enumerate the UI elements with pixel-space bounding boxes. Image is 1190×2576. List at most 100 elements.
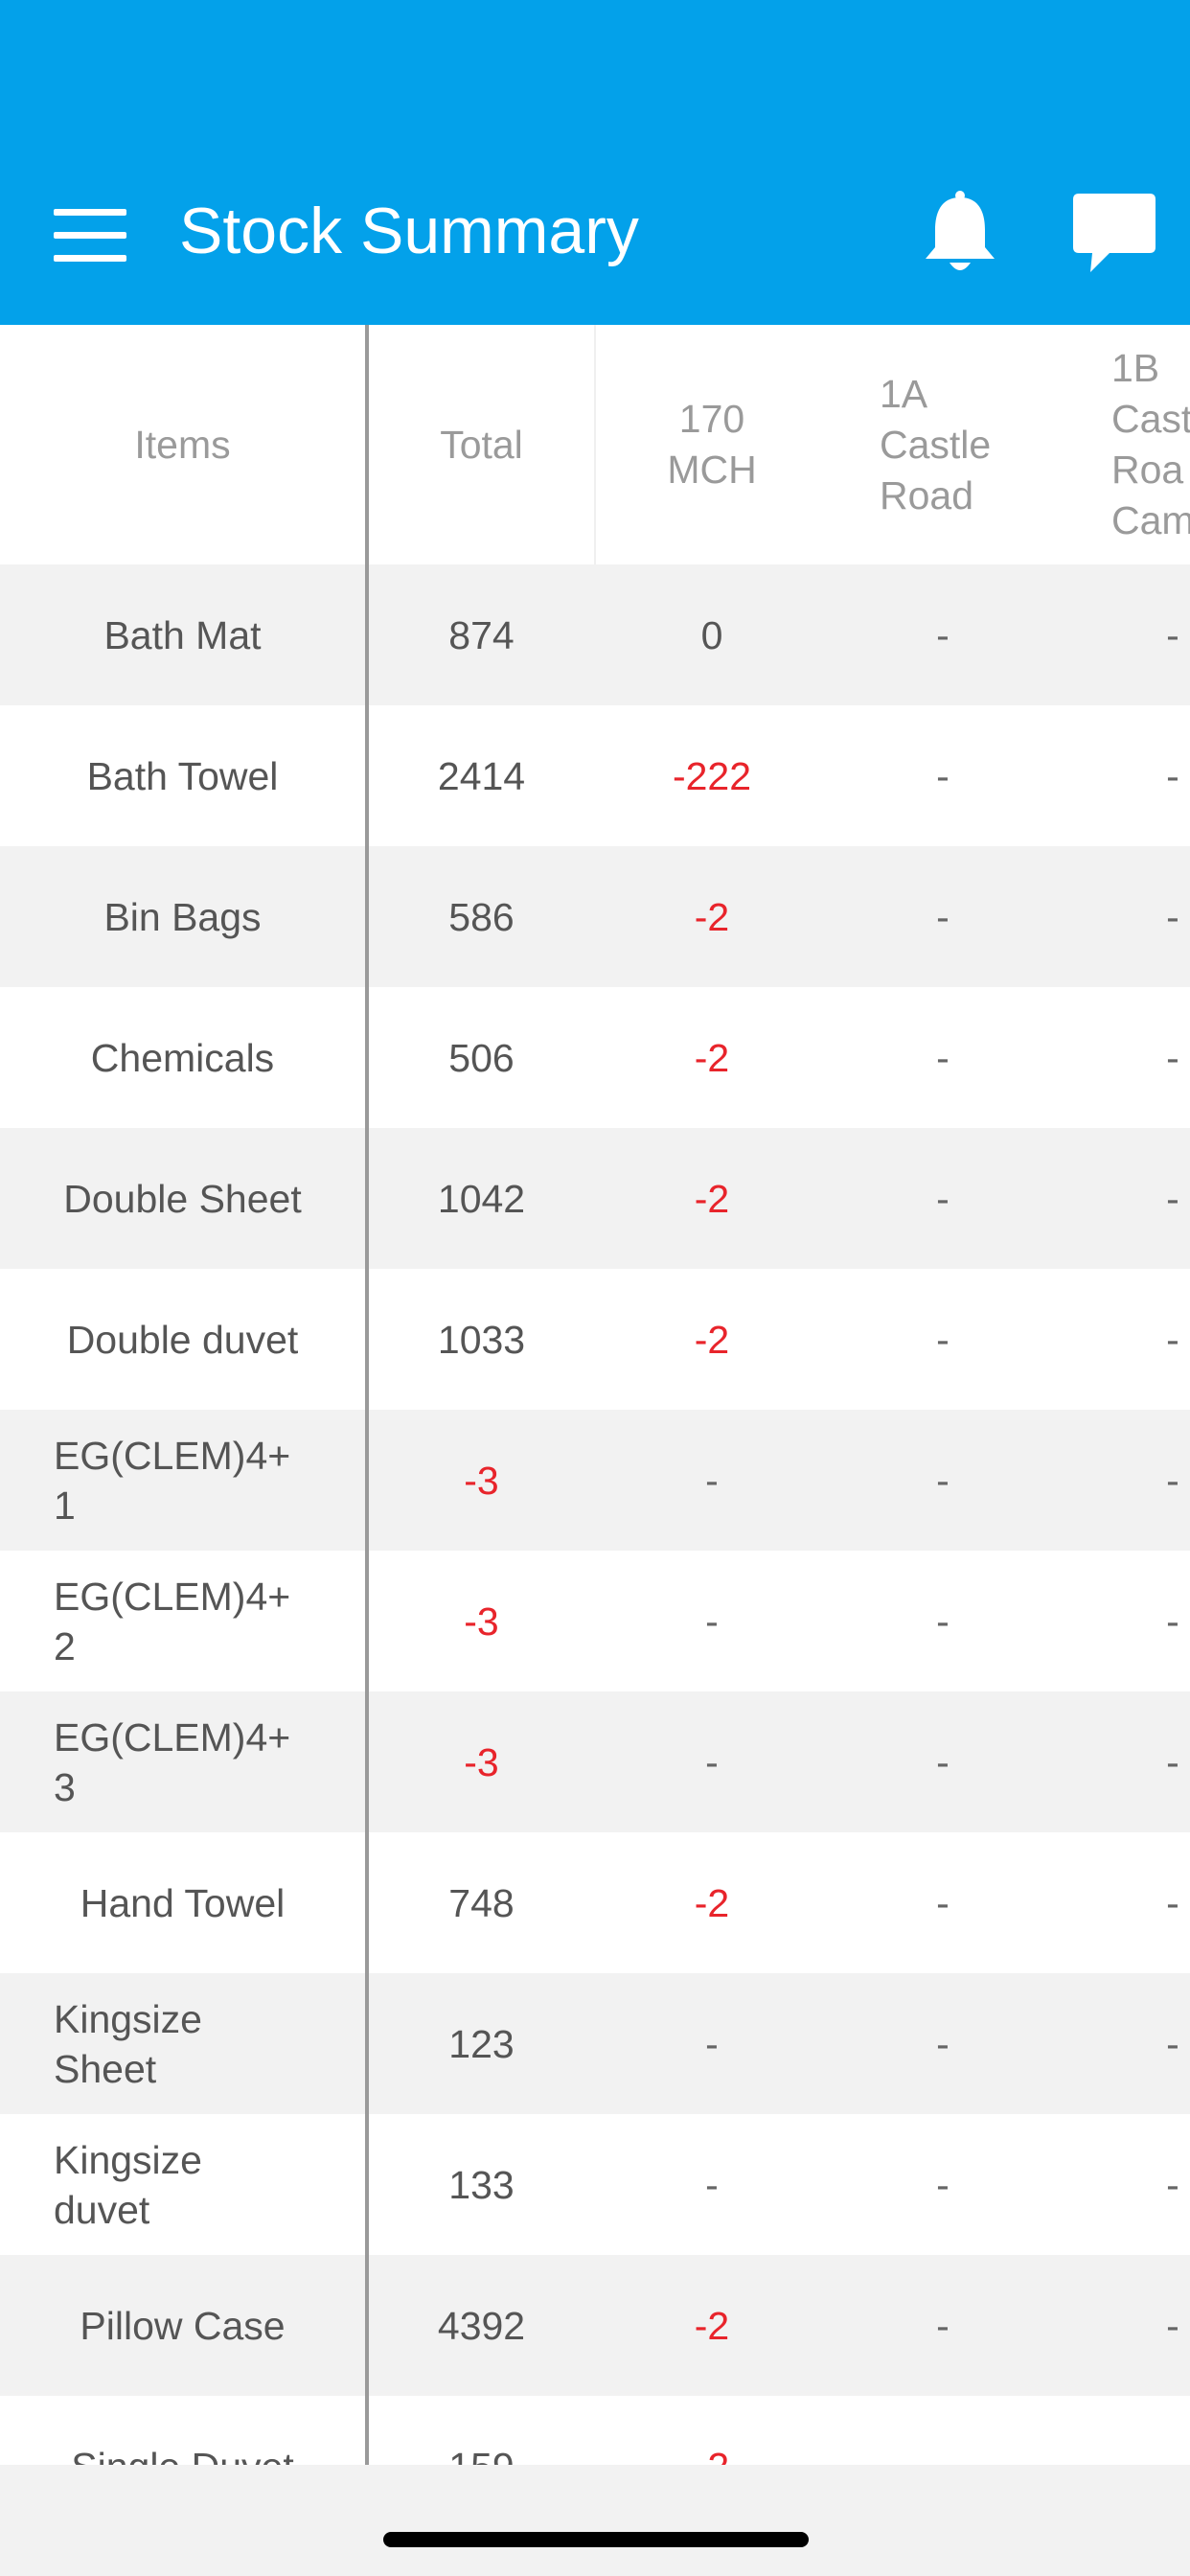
item-name-cell: EG(CLEM)4+ 2 <box>0 1551 365 1691</box>
table-row[interactable]: Double duvet 1033 -2 - - <box>0 1269 1190 1410</box>
total-cell: 123 <box>369 1973 594 2114</box>
home-indicator[interactable] <box>383 2532 809 2547</box>
castle-road-1a-cell: - <box>828 1128 1058 1269</box>
total-cell: 506 <box>369 987 594 1128</box>
mch-cell: - <box>596 1551 828 1691</box>
frozen-column-divider <box>365 325 369 2465</box>
total-cell: -3 <box>369 1551 594 1691</box>
mch-cell: -2 <box>596 846 828 987</box>
total-cell: 4392 <box>369 2255 594 2396</box>
castle-road-1b-cell: - <box>1058 1410 1190 1551</box>
item-name-cell: Bath Towel <box>0 705 365 846</box>
castle-road-1a-cell <box>828 2396 1058 2465</box>
table-row[interactable]: Bath Towel 2414 -222 - - <box>0 705 1190 846</box>
column-header-1b-castle-road: 1B Cast Roa Cam <box>1111 325 1190 564</box>
status-bar <box>0 0 1190 185</box>
column-header-170-mch: 170 MCH <box>596 325 828 564</box>
castle-road-1a-cell: - <box>828 1551 1058 1691</box>
table-row[interactable]: EG(CLEM)4+ 3 -3 - - - <box>0 1691 1190 1832</box>
item-name-cell: Pillow Case <box>0 2255 365 2396</box>
item-name-cell: Single Duvet <box>0 2396 365 2465</box>
castle-road-1a-cell: - <box>828 2255 1058 2396</box>
total-cell: 133 <box>369 2114 594 2255</box>
mch-cell: -2 <box>596 987 828 1128</box>
bell-icon[interactable] <box>920 188 1000 276</box>
total-cell: 874 <box>369 564 594 705</box>
table-header: Items Total 170 MCH 1A Castle Road 1B Ca… <box>0 325 1190 564</box>
castle-road-1a-cell: - <box>828 846 1058 987</box>
item-name-cell: Kingsize duvet <box>0 2114 365 2255</box>
table-row[interactable]: Kingsize Sheet 123 - - - <box>0 1973 1190 2114</box>
mch-cell: - <box>596 2114 828 2255</box>
castle-road-1a-cell: - <box>828 705 1058 846</box>
total-cell: 1033 <box>369 1269 594 1410</box>
castle-road-1b-cell: - <box>1058 1128 1190 1269</box>
castle-road-1a-cell: - <box>828 987 1058 1128</box>
total-cell: -3 <box>369 1691 594 1832</box>
total-cell: 159 <box>369 2396 594 2465</box>
castle-road-1a-cell: - <box>828 2114 1058 2255</box>
total-cell: 748 <box>369 1832 594 1973</box>
item-name-cell: Bath Mat <box>0 564 365 705</box>
castle-road-1b-cell: - <box>1058 846 1190 987</box>
total-cell: 1042 <box>369 1128 594 1269</box>
castle-road-1b-cell: - <box>1058 1691 1190 1832</box>
mch-cell: -2 <box>596 1128 828 1269</box>
mch-cell: - <box>596 1410 828 1551</box>
table-row[interactable]: Bin Bags 586 -2 - - <box>0 846 1190 987</box>
mch-cell: -222 <box>596 705 828 846</box>
castle-road-1b-cell: - <box>1058 987 1190 1128</box>
castle-road-1b-cell: - <box>1058 2255 1190 2396</box>
castle-road-1a-cell: - <box>828 1269 1058 1410</box>
total-cell: 2414 <box>369 705 594 846</box>
menu-icon[interactable] <box>54 209 126 263</box>
castle-road-1b-cell: - <box>1058 1269 1190 1410</box>
castle-road-1a-cell: - <box>828 1691 1058 1832</box>
table-row[interactable]: EG(CLEM)4+ 1 -3 - - - <box>0 1410 1190 1551</box>
page-title: Stock Summary <box>179 194 639 268</box>
item-name-cell: EG(CLEM)4+ 3 <box>0 1691 365 1832</box>
mch-cell: -2 <box>596 2396 828 2465</box>
table-row[interactable]: Pillow Case 4392 -2 - - <box>0 2255 1190 2396</box>
mch-cell: - <box>596 1973 828 2114</box>
castle-road-1a-cell: - <box>828 564 1058 705</box>
table-row[interactable]: Chemicals 506 -2 - - <box>0 987 1190 1128</box>
mch-cell: - <box>596 1691 828 1832</box>
column-header-1a-castle-road: 1A Castle Road <box>880 325 1052 564</box>
bottom-area <box>0 2465 1190 2576</box>
table-row[interactable]: Hand Towel 748 -2 - - <box>0 1832 1190 1973</box>
item-name-cell: Bin Bags <box>0 846 365 987</box>
column-header-total: Total <box>369 325 594 564</box>
mch-cell: 0 <box>596 564 828 705</box>
item-name-cell: EG(CLEM)4+ 1 <box>0 1410 365 1551</box>
castle-road-1a-cell: - <box>828 1973 1058 2114</box>
total-cell: 586 <box>369 846 594 987</box>
table-row[interactable]: Kingsize duvet 133 - - - <box>0 2114 1190 2255</box>
column-header-items: Items <box>0 325 365 564</box>
item-name-cell: Chemicals <box>0 987 365 1128</box>
mch-cell: -2 <box>596 2255 828 2396</box>
item-name-cell: Double Sheet <box>0 1128 365 1269</box>
table-row[interactable]: Double Sheet 1042 -2 - - <box>0 1128 1190 1269</box>
castle-road-1b-cell <box>1058 2396 1190 2465</box>
total-cell: -3 <box>369 1410 594 1551</box>
castle-road-1b-cell: - <box>1058 705 1190 846</box>
chat-icon[interactable] <box>1071 192 1157 278</box>
castle-road-1b-cell: - <box>1058 1973 1190 2114</box>
castle-road-1a-cell: - <box>828 1832 1058 1973</box>
column-divider <box>594 325 596 564</box>
mch-cell: -2 <box>596 1269 828 1410</box>
castle-road-1a-cell: - <box>828 1410 1058 1551</box>
castle-road-1b-cell: - <box>1058 1832 1190 1973</box>
castle-road-1b-cell: - <box>1058 1551 1190 1691</box>
table-row[interactable]: Bath Mat 874 0 - - <box>0 564 1190 705</box>
castle-road-1b-cell: - <box>1058 2114 1190 2255</box>
castle-road-1b-cell: - <box>1058 564 1190 705</box>
item-name-cell: Kingsize Sheet <box>0 1973 365 2114</box>
mch-cell: -2 <box>596 1832 828 1973</box>
table-row[interactable]: EG(CLEM)4+ 2 -3 - - - <box>0 1551 1190 1691</box>
item-name-cell: Double duvet <box>0 1269 365 1410</box>
stock-table[interactable]: Items Total 170 MCH 1A Castle Road 1B Ca… <box>0 325 1190 2465</box>
item-name-cell: Hand Towel <box>0 1832 365 1973</box>
table-row[interactable]: Single Duvet159-2 <box>0 2396 1190 2465</box>
